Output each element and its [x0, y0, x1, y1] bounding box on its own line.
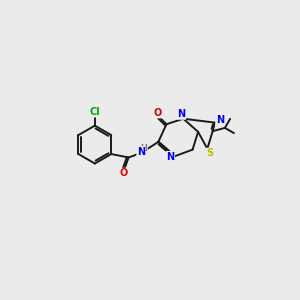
Text: Cl: Cl — [89, 107, 100, 117]
Text: O: O — [154, 108, 162, 118]
Text: N: N — [216, 115, 224, 125]
Text: N: N — [137, 147, 145, 157]
Text: S: S — [207, 148, 214, 158]
Text: H: H — [140, 144, 147, 153]
Text: N: N — [177, 109, 185, 119]
Text: N: N — [166, 152, 174, 162]
Text: O: O — [119, 168, 128, 178]
